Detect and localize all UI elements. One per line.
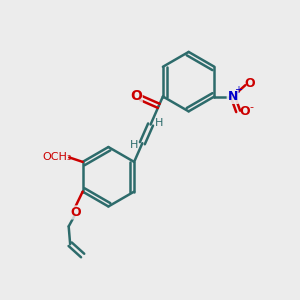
Text: -: -: [249, 102, 253, 112]
Text: O: O: [130, 89, 142, 103]
Text: O: O: [239, 105, 250, 118]
Text: H: H: [130, 140, 139, 150]
Text: O: O: [70, 206, 80, 219]
Text: N: N: [228, 90, 238, 103]
Text: +: +: [234, 85, 242, 95]
Text: O: O: [244, 77, 255, 90]
Text: OCH₃: OCH₃: [42, 152, 71, 162]
Text: H: H: [155, 118, 163, 128]
